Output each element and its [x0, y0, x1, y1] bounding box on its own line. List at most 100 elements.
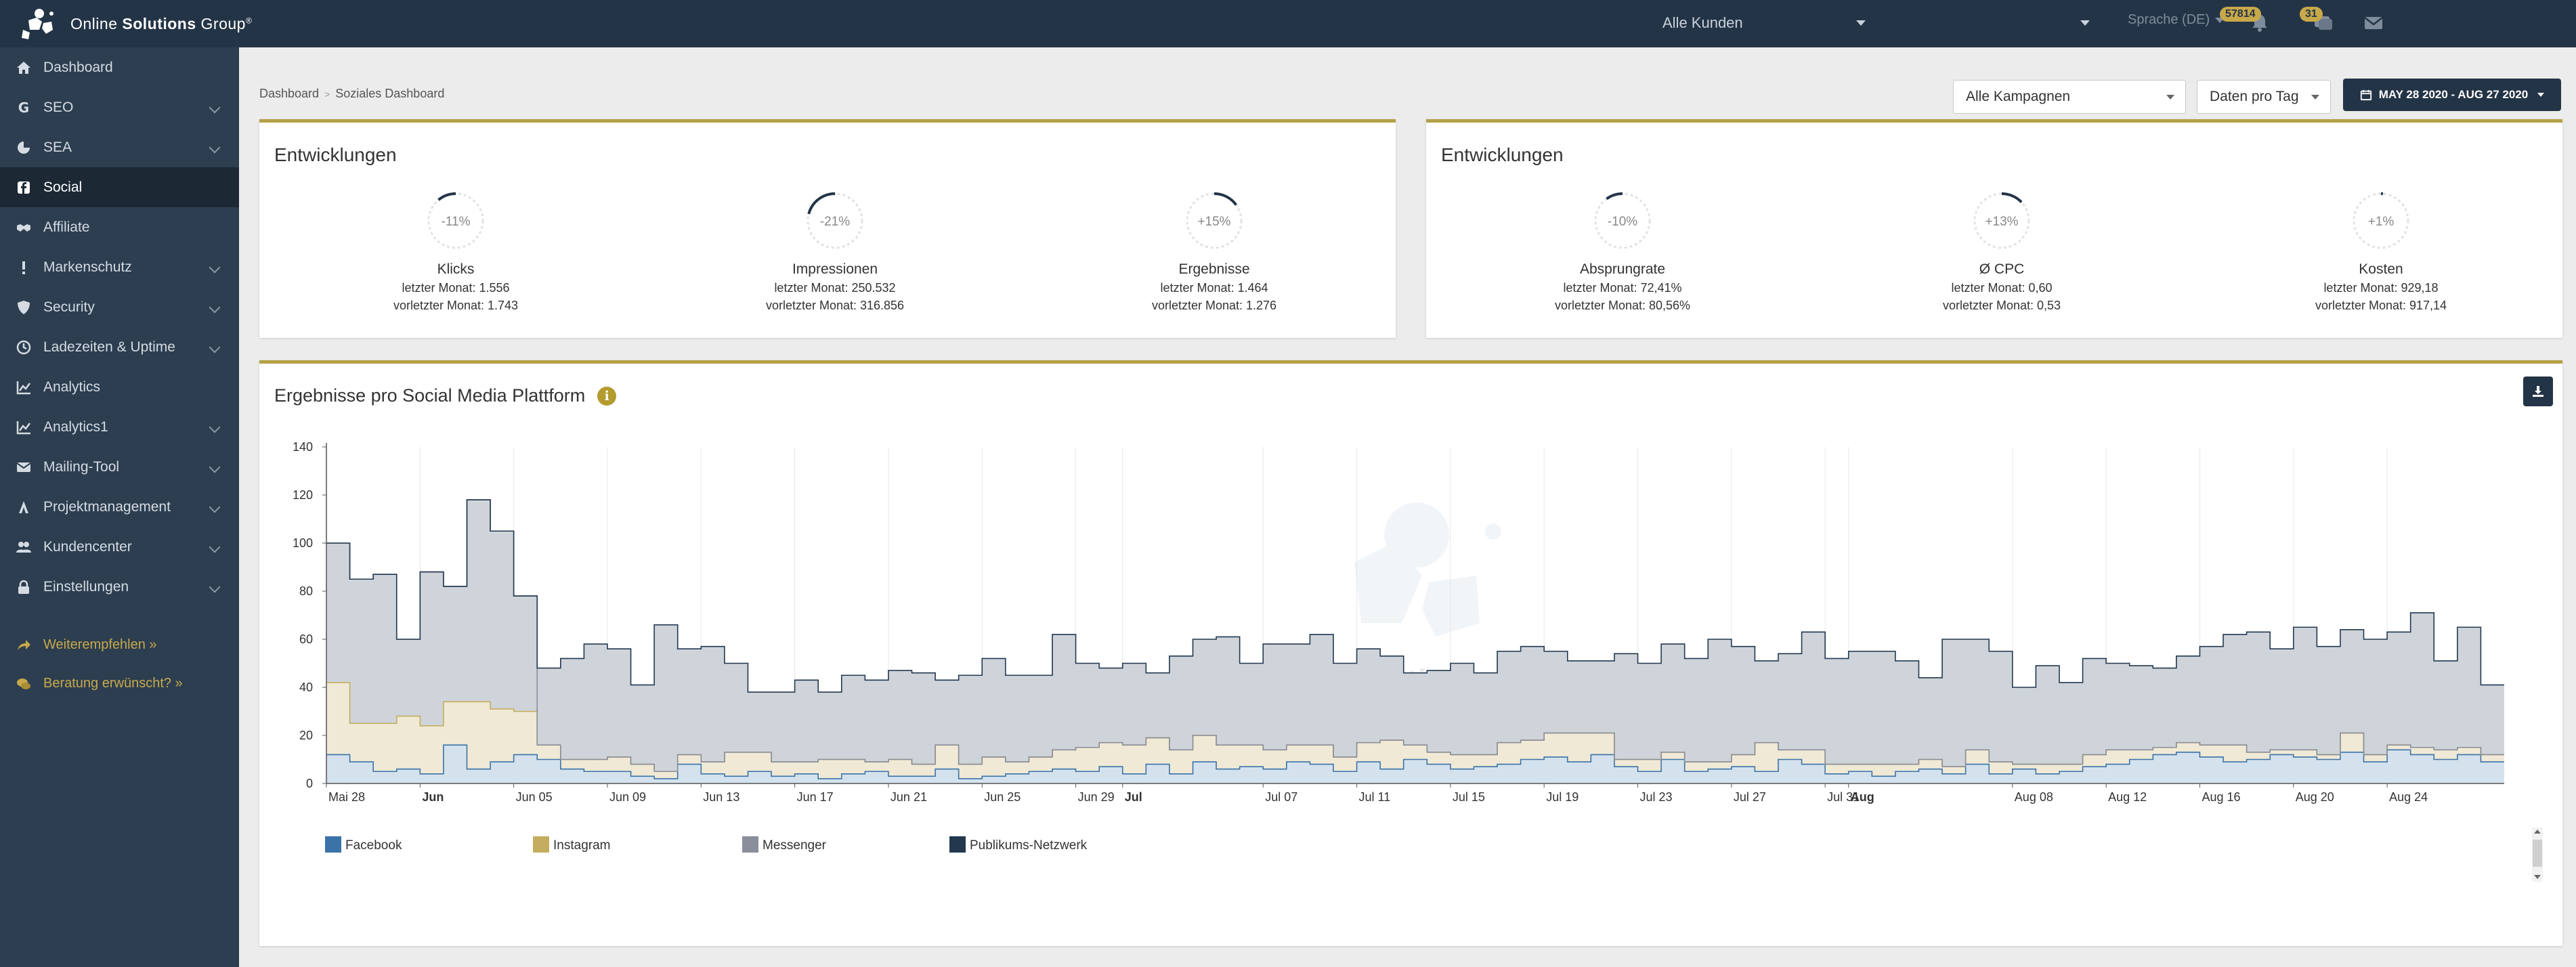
- sidebar-item-affiliate[interactable]: Affiliate: [0, 207, 239, 247]
- chart-panel: Ergebnisse pro Social Media Plattform i: [259, 360, 2562, 946]
- sidebar-item-markenschutz[interactable]: Markenschutz: [0, 247, 239, 287]
- kpi-name: Ø CPC: [1979, 261, 2025, 277]
- clock-icon: [16, 340, 31, 354]
- sidebar-item-projektmanagement[interactable]: Projektmanagement: [0, 487, 239, 527]
- download-button[interactable]: [2523, 377, 2553, 406]
- kpi-gauge: -21%: [807, 192, 863, 249]
- kpi-gauge: +1%: [2353, 192, 2409, 249]
- line-chart-icon: [16, 381, 30, 394]
- breadcrumb-root[interactable]: Dashboard: [259, 87, 320, 100]
- panel-title: Entwicklungen: [274, 144, 397, 165]
- sidebar-item-label: Einstellungen: [43, 578, 129, 595]
- sidebar-item-analytics[interactable]: Analytics: [0, 367, 239, 407]
- top-bar: Online Solutions Group® Alle Kunden Spra…: [0, 0, 2576, 47]
- sidebar-item-mailing-tool[interactable]: Mailing-Tool: [0, 447, 239, 487]
- kpi-gauge: +13%: [1973, 192, 2030, 249]
- handshake-icon: [17, 223, 30, 232]
- consult-link[interactable]: Beratung erwünscht? »: [0, 664, 239, 703]
- sidebar-item-label: Analytics1: [43, 418, 108, 435]
- kpi-panel-left: Entwicklungen -11% Klicks letzter Monat: 1…: [259, 119, 1396, 338]
- language-caret-icon: [2215, 17, 2225, 23]
- campaign-select[interactable]: Alle Kampagnen: [1953, 80, 2186, 114]
- kpi-kosten: +1% Kosten letzter Monat: 929,18 vorletzter…: [2266, 187, 2496, 313]
- kpi-previous-month: vorletzter Monat: 917,14: [2315, 299, 2447, 312]
- kpi-last-month: letzter Monat: 0,60: [1951, 281, 2053, 295]
- breadcrumb: Dashboard > Soziales Dashboard: [259, 87, 445, 100]
- language-select[interactable]: Sprache (DE): [2128, 12, 2225, 28]
- messages-badge: 31: [2300, 7, 2323, 22]
- notifications-badge: 57814: [2220, 7, 2261, 22]
- shield-icon: [18, 300, 30, 314]
- kpi-previous-month: vorletzter Monat: 316.856: [765, 299, 905, 312]
- kpi-percent: -10%: [1608, 215, 1637, 229]
- chevron-down-icon: [209, 102, 221, 114]
- customer-select[interactable]: Alle Kunden: [1662, 12, 1866, 34]
- kpi-name: Klicks: [437, 261, 475, 277]
- kpi-absprungrate: -10% Absprungrate letzter Monat: 72,41% vor…: [1507, 187, 1738, 313]
- sidebar-item-einstellungen[interactable]: Einstellungen: [0, 567, 239, 607]
- kpi-klicks: -11% Klicks letzter Monat: 1.556 vorletzter…: [341, 187, 571, 313]
- kpi-last-month: letzter Monat: 929,18: [2323, 281, 2439, 295]
- sidebar-nav: Dashboard G SEO SEA Social Affiliate Markensch…: [0, 47, 239, 607]
- chevron-down-icon: [209, 142, 221, 154]
- sidebar-item-security[interactable]: Security: [0, 287, 239, 327]
- tasks-icon: [19, 500, 28, 513]
- logo[interactable]: Online Solutions Group®: [19, 7, 252, 41]
- lock-icon: [18, 580, 29, 594]
- sidebar-item-label: Ladezeiten & Uptime: [43, 339, 175, 355]
- kpi-last-month: letzter Monat: 72,41%: [1563, 281, 1682, 295]
- sidebar-item-label: SEA: [43, 139, 72, 155]
- facebook-icon: [18, 181, 30, 194]
- date-range-button[interactable]: MAY 28 2020 - AUG 27 2020: [2343, 79, 2561, 111]
- sidebar-item-label: Social: [43, 179, 83, 195]
- envelope-icon[interactable]: [2362, 12, 2385, 33]
- kpi-percent: -11%: [442, 215, 471, 229]
- kpi-gauge: +15%: [1186, 192, 1243, 249]
- sidebar-item-social[interactable]: Social: [0, 167, 239, 207]
- chevron-down-icon: [209, 501, 221, 513]
- chevron-down-icon: [209, 461, 221, 473]
- kpi-last-month: letzter Monat: 250.532: [774, 281, 896, 295]
- kpi-name: Impressionen: [792, 261, 878, 277]
- kpi-previous-month: vorletzter Monat: 1.276: [1151, 299, 1277, 312]
- chart-title: Ergebnisse pro Social Media Plattform i: [274, 385, 617, 406]
- info-icon[interactable]: i: [597, 386, 617, 406]
- envelope-icon: [16, 462, 31, 472]
- kpi-last-month: letzter Monat: 1.464: [1160, 281, 1268, 295]
- sidebar-item-label: Kundencenter: [43, 538, 132, 555]
- kpi-previous-month: vorletzter Monat: 80,56%: [1554, 299, 1691, 312]
- kpi-percent: +1%: [2368, 215, 2395, 229]
- secondary-select-caret-icon[interactable]: [2080, 20, 2090, 26]
- sidebar-item-sea[interactable]: SEA: [0, 127, 239, 167]
- sidebar-item-analytics1[interactable]: Analytics1: [0, 407, 239, 447]
- sidebar-item-label: Analytics: [43, 379, 101, 395]
- sidebar-item-label: SEO: [43, 99, 74, 115]
- recommend-link[interactable]: Weiterempfehlen »: [0, 626, 239, 664]
- sidebar-item-label: Mailing-Tool: [43, 458, 120, 475]
- sidebar-item-kundencenter[interactable]: Kundencenter: [0, 527, 239, 567]
- logo-text: Online Solutions Group®: [70, 14, 253, 33]
- sidebar-item-label: Projektmanagement: [43, 498, 171, 515]
- chat-bubbles-icon: [17, 678, 30, 689]
- campaign-caret-icon: [2166, 95, 2174, 100]
- granularity-select[interactable]: Daten pro Tag: [2197, 80, 2331, 114]
- sidebar-item-label: Security: [43, 299, 95, 315]
- kpi-ergebnisse: +15% Ergebnisse letzter Monat: 1.464 vorlet…: [1099, 187, 1329, 313]
- download-icon: [2533, 386, 2543, 397]
- kpi--cpc: +13% Ø CPC letzter Monat: 0,60 vorletzter M…: [1887, 187, 2117, 313]
- users-icon: [16, 541, 31, 553]
- sidebar-item-label: Affiliate: [43, 219, 90, 235]
- sidebar-item-dashboard[interactable]: Dashboard: [0, 47, 239, 87]
- sidebar-item-ladezeiten-uptime[interactable]: Ladezeiten & Uptime: [0, 327, 239, 367]
- sidebar-item-seo[interactable]: G SEO: [0, 87, 239, 127]
- panel-title: Entwicklungen: [1441, 144, 1564, 165]
- chevron-down-icon: [209, 341, 221, 353]
- kpi-gauge: -10%: [1594, 192, 1651, 249]
- pie-chart-icon: [18, 141, 30, 154]
- share-icon: [18, 639, 30, 650]
- kpi-gauge: -11%: [427, 192, 484, 249]
- chevron-down-icon: [209, 301, 221, 314]
- chevron-down-icon: [209, 581, 221, 593]
- logo-icon: [22, 9, 53, 39]
- line-chart-icon: [16, 421, 30, 434]
